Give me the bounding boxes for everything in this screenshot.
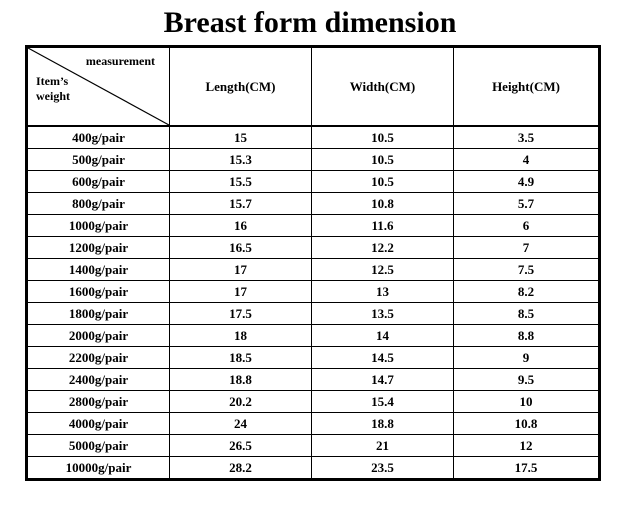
length-cell: 26.5 [169,434,312,457]
width-cell: 15.4 [311,390,454,413]
corner-weight-line1: Item’s [36,74,69,88]
width-cell: 10.8 [311,192,454,215]
height-cell: 4 [453,148,599,171]
width-cell: 10.5 [311,125,454,149]
height-cell: 7.5 [453,258,599,281]
weight-cell: 400g/pair [27,125,170,149]
height-cell: 6 [453,214,599,237]
table-row: 600g/pair 15.5 10.5 4.9 [27,170,599,193]
table-header-row: measurement Item’s weight Length(CM) Wid… [27,47,599,127]
table-row: 1000g/pair 16 11.6 6 [27,214,599,237]
length-cell: 20.2 [169,390,312,413]
weight-cell: 1600g/pair [27,280,170,303]
corner-weight-label: Item’s weight [36,74,70,104]
diagonal-divider [28,48,169,125]
width-cell: 10.5 [311,170,454,193]
table-row: 2800g/pair 20.2 15.4 10 [27,390,599,413]
height-cell: 4.9 [453,170,599,193]
table-row: 10000g/pair 28.2 23.5 17.5 [27,456,599,479]
length-cell: 15.7 [169,192,312,215]
width-cell: 13.5 [311,302,454,325]
weight-cell: 1400g/pair [27,258,170,281]
weight-cell: 1800g/pair [27,302,170,325]
length-cell: 16 [169,214,312,237]
weight-cell: 1200g/pair [27,236,170,259]
weight-cell: 800g/pair [27,192,170,215]
height-cell: 5.7 [453,192,599,215]
width-cell: 13 [311,280,454,303]
table-row: 400g/pair 15 10.5 3.5 [27,125,599,149]
width-cell: 11.6 [311,214,454,237]
table-row: 1200g/pair 16.5 12.2 7 [27,236,599,259]
width-cell: 21 [311,434,454,457]
weight-cell: 1000g/pair [27,214,170,237]
corner-weight-line2: weight [36,89,70,103]
weight-cell: 2000g/pair [27,324,170,347]
length-cell: 15 [169,125,312,149]
page-title: Breast form dimension [163,6,457,39]
column-header-width: Width(CM) [311,47,454,127]
width-cell: 18.8 [311,412,454,435]
length-cell: 17 [169,258,312,281]
length-cell: 24 [169,412,312,435]
length-cell: 28.2 [169,456,312,479]
weight-cell: 500g/pair [27,148,170,171]
width-cell: 12.2 [311,236,454,259]
width-cell: 10.5 [311,148,454,171]
length-cell: 18.8 [169,368,312,391]
table-row: 800g/pair 15.7 10.8 5.7 [27,192,599,215]
length-cell: 17.5 [169,302,312,325]
table-body: 400g/pair 15 10.5 3.5 500g/pair 15.3 10.5 4 600g… [27,125,599,479]
length-cell: 18.5 [169,346,312,369]
height-cell: 12 [453,434,599,457]
weight-cell: 5000g/pair [27,434,170,457]
weight-cell: 4000g/pair [27,412,170,435]
column-header-length: Length(CM) [169,47,312,127]
weight-cell: 2400g/pair [27,368,170,391]
table-row: 2200g/pair 18.5 14.5 9 [27,346,599,369]
height-cell: 10 [453,390,599,413]
length-cell: 17 [169,280,312,303]
table-row: 2400g/pair 18.8 14.7 9.5 [27,368,599,391]
length-cell: 18 [169,324,312,347]
table-row: 1400g/pair 17 12.5 7.5 [27,258,599,281]
height-cell: 10.8 [453,412,599,435]
height-cell: 8.5 [453,302,599,325]
weight-cell: 2800g/pair [27,390,170,413]
corner-measurement-label: measurement [85,54,155,68]
height-cell: 9 [453,346,599,369]
width-cell: 14 [311,324,454,347]
table-row: 4000g/pair 24 18.8 10.8 [27,412,599,435]
column-header-height: Height(CM) [453,47,599,127]
weight-cell: 600g/pair [27,170,170,193]
length-cell: 16.5 [169,236,312,259]
dimension-table: measurement Item’s weight Length(CM) Wid… [25,45,601,481]
weight-cell: 10000g/pair [27,456,170,479]
height-cell: 8.8 [453,324,599,347]
table-row: 5000g/pair 26.5 21 12 [27,434,599,457]
table-row: 500g/pair 15.3 10.5 4 [27,148,599,171]
weight-cell: 2200g/pair [27,346,170,369]
length-cell: 15.5 [169,170,312,193]
height-cell: 9.5 [453,368,599,391]
corner-header-cell: measurement Item’s weight [27,47,170,127]
table-row: 1600g/pair 17 13 8.2 [27,280,599,303]
width-cell: 14.7 [311,368,454,391]
height-cell: 17.5 [453,456,599,479]
table-row: 1800g/pair 17.5 13.5 8.5 [27,302,599,325]
table-row: 2000g/pair 18 14 8.8 [27,324,599,347]
length-cell: 15.3 [169,148,312,171]
height-cell: 3.5 [453,125,599,149]
width-cell: 12.5 [311,258,454,281]
width-cell: 14.5 [311,346,454,369]
width-cell: 23.5 [311,456,454,479]
height-cell: 7 [453,236,599,259]
height-cell: 8.2 [453,280,599,303]
